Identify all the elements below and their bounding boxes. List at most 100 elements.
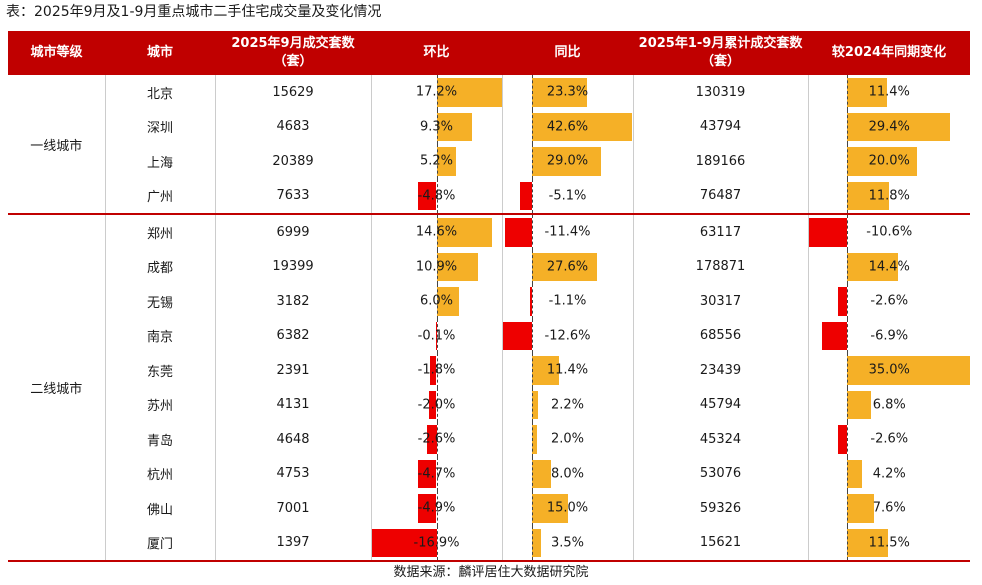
ytd-volume-cell: 189166	[632, 144, 808, 179]
mom-bar	[429, 356, 437, 385]
ytd-change-label: 29.4%	[868, 119, 910, 135]
yoy-cell: 15.0%	[501, 491, 633, 526]
ytd-change-label: 20.0%	[868, 153, 910, 169]
mom-label: -16.9%	[413, 535, 460, 551]
ytd-change-bar	[847, 147, 918, 176]
ytd-change-label: 6.8%	[872, 397, 906, 413]
ytd-change-label: 14.4%	[868, 259, 910, 275]
sep-volume-cell: 4753	[214, 456, 371, 491]
mom-bar	[436, 78, 502, 107]
city-cell: 成都	[104, 249, 215, 284]
ytd-change-axis	[847, 249, 849, 284]
yoy-bar	[532, 78, 588, 107]
header-tier: 城市等级	[8, 31, 105, 75]
yoy-cell: 42.6%	[501, 109, 633, 144]
sep-volume-cell: 3182	[214, 284, 371, 319]
yoy-label: 15.0%	[546, 500, 589, 516]
mom-axis	[436, 109, 438, 144]
mom-cell: -2.0%	[370, 387, 502, 422]
ytd-change-label: 11.4%	[868, 84, 910, 100]
header-mom: 环比	[371, 31, 502, 75]
ytd-volume-cell: 68556	[632, 318, 808, 353]
yoy-bar	[532, 356, 560, 385]
ytd-change-axis	[847, 387, 849, 422]
city-cell: 东莞	[104, 353, 215, 388]
ytd-change-cell: 11.8%	[807, 178, 970, 215]
city-cell: 北京	[104, 75, 215, 110]
table-row: 佛山 7001 -4.9% 15.0% 59326 7.6%	[8, 491, 970, 526]
sep-volume-cell: 2391	[214, 353, 371, 388]
ytd-change-axis	[847, 525, 849, 560]
city-cell: 厦门	[104, 525, 215, 562]
yoy-label: 27.6%	[546, 259, 589, 275]
table-row: 厦门 1397 -16.9% 3.5% 15621 11.5%	[8, 525, 970, 562]
mom-cell: 6.0%	[370, 284, 502, 319]
sep-volume-cell: 6382	[214, 318, 371, 353]
ytd-change-axis	[847, 284, 849, 319]
ytd-volume-cell: 45324	[632, 422, 808, 457]
table-row: 深圳 4683 9.3% 42.6% 43794 29.4%	[8, 109, 970, 144]
yoy-bar	[505, 218, 533, 247]
header-row: 城市等级 城市 2025年9月成交套数（套） 环比 同比 2025年1-9月累计…	[8, 31, 970, 75]
mom-label: -2.6%	[417, 431, 456, 447]
city-cell: 深圳	[104, 109, 215, 144]
ytd-change-cell: 35.0%	[807, 353, 970, 388]
mom-cell: -4.8%	[370, 178, 502, 215]
ytd-volume-cell: 23439	[632, 353, 808, 388]
mom-label: 10.9%	[415, 259, 458, 275]
table-body: 一线城市 北京 15629 17.2% 23.3% 130319 11.4% 深圳 4683 9.…	[8, 75, 970, 562]
mom-label: -4.7%	[417, 466, 456, 482]
yoy-cell: 11.4%	[501, 353, 633, 388]
yoy-cell: 3.5%	[501, 525, 633, 562]
header-sep-vol: 2025年9月成交套数（套）	[215, 31, 371, 75]
ytd-volume-cell: 15621	[632, 525, 808, 562]
ytd-change-label: 4.2%	[872, 466, 906, 482]
yoy-label: 2.0%	[550, 431, 585, 447]
ytd-change-axis	[847, 353, 849, 388]
ytd-change-cell: -2.6%	[807, 422, 970, 457]
city-sales-table: 城市等级 城市 2025年9月成交套数（套） 环比 同比 2025年1-9月累计…	[8, 31, 970, 562]
ytd-change-cell: -6.9%	[807, 318, 970, 353]
city-cell: 青岛	[104, 422, 215, 457]
yoy-axis	[532, 249, 534, 284]
yoy-cell: 29.0%	[501, 144, 633, 179]
mom-cell: 9.3%	[370, 109, 502, 144]
sep-volume-cell: 7001	[214, 491, 371, 526]
mom-axis	[436, 215, 438, 250]
mom-axis	[436, 491, 438, 526]
ytd-change-label: 11.8%	[868, 188, 910, 204]
yoy-axis	[532, 491, 534, 526]
mom-axis	[436, 75, 438, 110]
table-caption: 表：2025年9月及1-9月重点城市二手住宅成交量及变化情况	[6, 4, 382, 20]
mom-bar	[418, 459, 437, 488]
ytd-change-label: 7.6%	[872, 500, 906, 516]
ytd-change-bar	[822, 321, 848, 350]
sep-volume-cell: 4648	[214, 422, 371, 457]
yoy-axis	[532, 456, 534, 491]
table-row: 一线城市 北京 15629 17.2% 23.3% 130319 11.4%	[8, 75, 970, 215]
mom-label: 17.2%	[415, 84, 458, 100]
yoy-cell: -1.1%	[501, 284, 633, 319]
ytd-change-axis	[847, 318, 849, 353]
mom-bar	[436, 252, 478, 281]
ytd-change-bar	[808, 218, 848, 247]
yoy-axis	[532, 422, 534, 457]
mom-axis	[436, 178, 438, 213]
mom-label: 5.2%	[419, 153, 454, 169]
ytd-change-cell: 29.4%	[807, 109, 970, 144]
tier-cell: 一线城市	[8, 75, 105, 215]
mom-bar	[428, 390, 437, 419]
mom-label: 6.0%	[419, 293, 454, 309]
yoy-bar	[532, 252, 598, 281]
yoy-label: 8.0%	[550, 466, 585, 482]
data-source: 数据来源：麟评居住大数据研究院	[393, 565, 589, 580]
ytd-change-axis	[847, 456, 849, 491]
mom-cell: 14.6%	[370, 214, 502, 250]
yoy-bar	[520, 181, 533, 210]
mom-label: -4.8%	[417, 188, 456, 204]
mom-label: 9.3%	[419, 119, 454, 135]
ytd-change-axis	[847, 75, 849, 110]
mom-axis	[436, 284, 438, 319]
table-row: 东莞 2391 -1.8% 11.4% 23439 35.0%	[8, 353, 970, 388]
mom-bar	[426, 425, 437, 454]
